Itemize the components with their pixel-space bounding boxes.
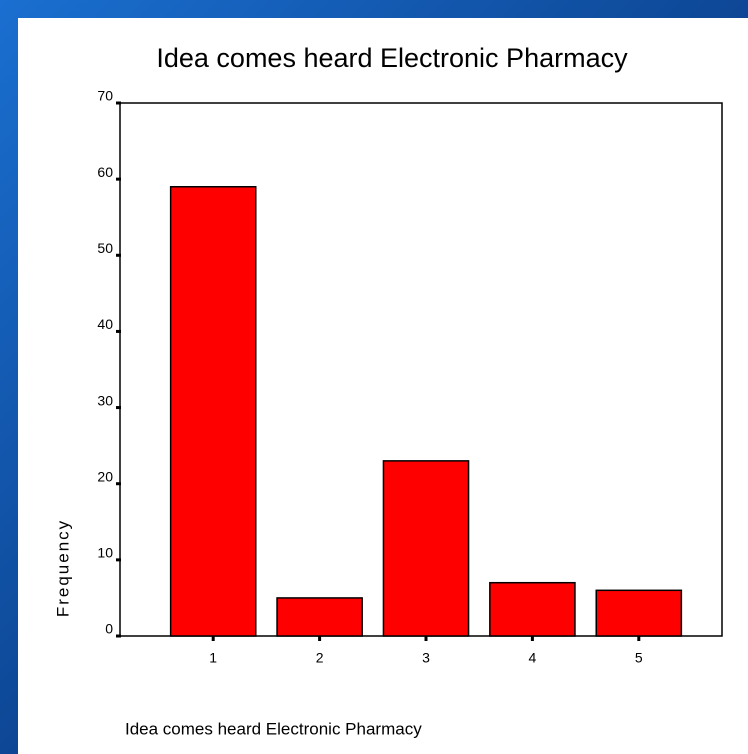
bar [276, 597, 363, 637]
y-tick-label: 10 [97, 545, 113, 561]
y-tick-label: 0 [105, 621, 113, 637]
bar [595, 589, 683, 637]
x-tick-label: 5 [635, 650, 643, 666]
x-tick-label: 2 [316, 650, 324, 666]
bar [489, 581, 576, 637]
chart-title: Idea comes heard Electronic Pharmacy [156, 43, 628, 73]
y-tick-label: 30 [97, 392, 113, 408]
x-tick-label: 4 [529, 650, 537, 666]
x-tick-label: 3 [422, 650, 430, 666]
bar [169, 186, 257, 637]
y-axis-title: Frequency [53, 519, 72, 617]
y-tick-label: 60 [97, 164, 113, 180]
chart-background [18, 18, 748, 754]
y-tick-label: 70 [97, 88, 113, 104]
x-tick-label: 1 [209, 650, 217, 666]
x-axis-title: Idea comes heard Electronic Pharmacy [125, 719, 422, 738]
y-tick-label: 20 [97, 468, 113, 484]
y-tick-label: 40 [97, 316, 113, 332]
y-tick-label: 50 [97, 240, 113, 256]
bar [382, 460, 470, 637]
